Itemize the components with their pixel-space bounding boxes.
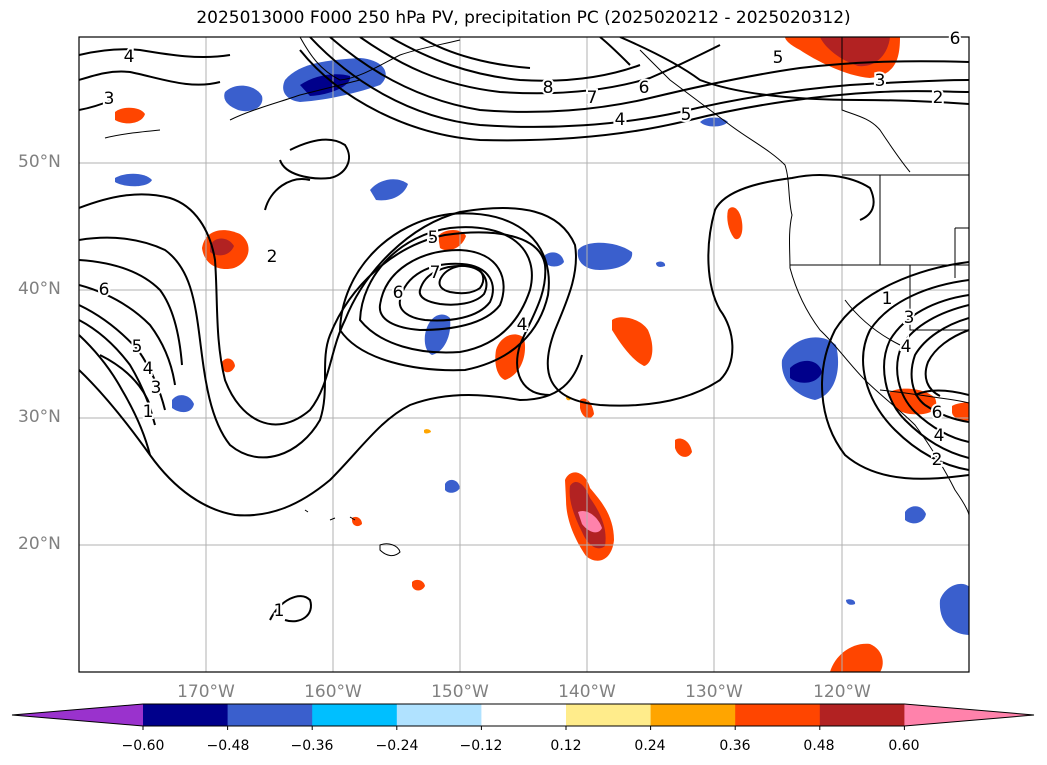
contour-label: 4 (934, 426, 945, 446)
colorbar-tick-label: −0.12 (459, 738, 503, 754)
colorbar-segment (143, 704, 229, 726)
colorbar-segment (566, 704, 652, 726)
colorbar-extend-high (904, 704, 1034, 726)
lat-label: 50°N (18, 152, 61, 172)
colorbar (11, 703, 1035, 730)
contour-label: 5 (681, 105, 692, 125)
colorbar-extend-low (12, 704, 143, 726)
contour-label: 8 (543, 78, 554, 98)
contour-label: 6 (99, 280, 110, 300)
contour-label: 4 (124, 47, 135, 67)
map-title: 2025013000 F000 250 hPa PV, precipitatio… (196, 8, 851, 28)
lon-label: 160°W (304, 682, 362, 702)
contour-label: 2 (933, 88, 944, 108)
contour-label: 2 (932, 450, 943, 470)
colorbar-segment (396, 704, 482, 726)
colorbar-segment (227, 704, 313, 726)
lat-label: 40°N (18, 279, 61, 299)
colorbar-tick-label: 0.36 (719, 738, 751, 754)
colorbar-segment (312, 704, 398, 726)
precip-shading (115, 37, 969, 672)
contour-label: 5 (132, 337, 143, 357)
colorbar-tick-label: 0.48 (803, 738, 835, 754)
contour-label: 5 (428, 228, 439, 248)
contour-label: 5 (773, 48, 784, 68)
contour-label-group: 4 3 2 6 5 4 3 1 8 7 6 5 4 7 6 5 4 5 3 2 … (97, 27, 963, 623)
contour-label: 6 (950, 29, 961, 49)
contour-label: 1 (274, 601, 285, 621)
lon-label: 120°W (813, 682, 871, 702)
lat-label: 20°N (18, 534, 61, 554)
colorbar-segment (819, 704, 905, 726)
coastlines (104, 37, 969, 557)
contour-label: 7 (430, 263, 441, 283)
contour-label: 3 (104, 89, 115, 109)
pv-contours (79, 37, 969, 623)
contour-label: 7 (587, 88, 598, 108)
lon-label: 150°W (431, 682, 489, 702)
contour-label: 1 (143, 402, 154, 422)
contour-label: 4 (143, 359, 154, 379)
lon-label: 130°W (685, 682, 743, 702)
colorbar-tick-label: 0.24 (634, 738, 666, 754)
lon-label: 170°W (177, 682, 235, 702)
colorbar-tick-label: −0.48 (206, 738, 250, 754)
contour-label: 6 (393, 283, 404, 303)
plot-frame (78, 36, 970, 673)
contour-label: 6 (932, 403, 943, 423)
lat-label: 30°N (18, 407, 61, 427)
colorbar-tick-label: 0.12 (550, 738, 582, 754)
colorbar-tick-label: 0.60 (888, 738, 920, 754)
contour-label: 4 (615, 110, 626, 130)
contour-label: 1 (882, 289, 893, 309)
contour-label: 3 (151, 378, 162, 398)
contour-label: 4 (517, 315, 528, 335)
colorbar-tick-label: −0.24 (375, 738, 419, 754)
contour-label: 6 (639, 78, 650, 98)
contour-label: 2 (267, 247, 278, 267)
colorbar-tick-label: −0.36 (290, 738, 334, 754)
contour-label: 3 (904, 308, 915, 328)
colorbar-segment (735, 704, 821, 726)
lon-label: 140°W (558, 682, 616, 702)
colorbar-segment (481, 704, 567, 726)
contour-label: 3 (875, 71, 886, 91)
contour-label: 4 (901, 337, 912, 357)
colorbar-segment (650, 704, 736, 726)
colorbar-tick-label: −0.60 (121, 738, 165, 754)
